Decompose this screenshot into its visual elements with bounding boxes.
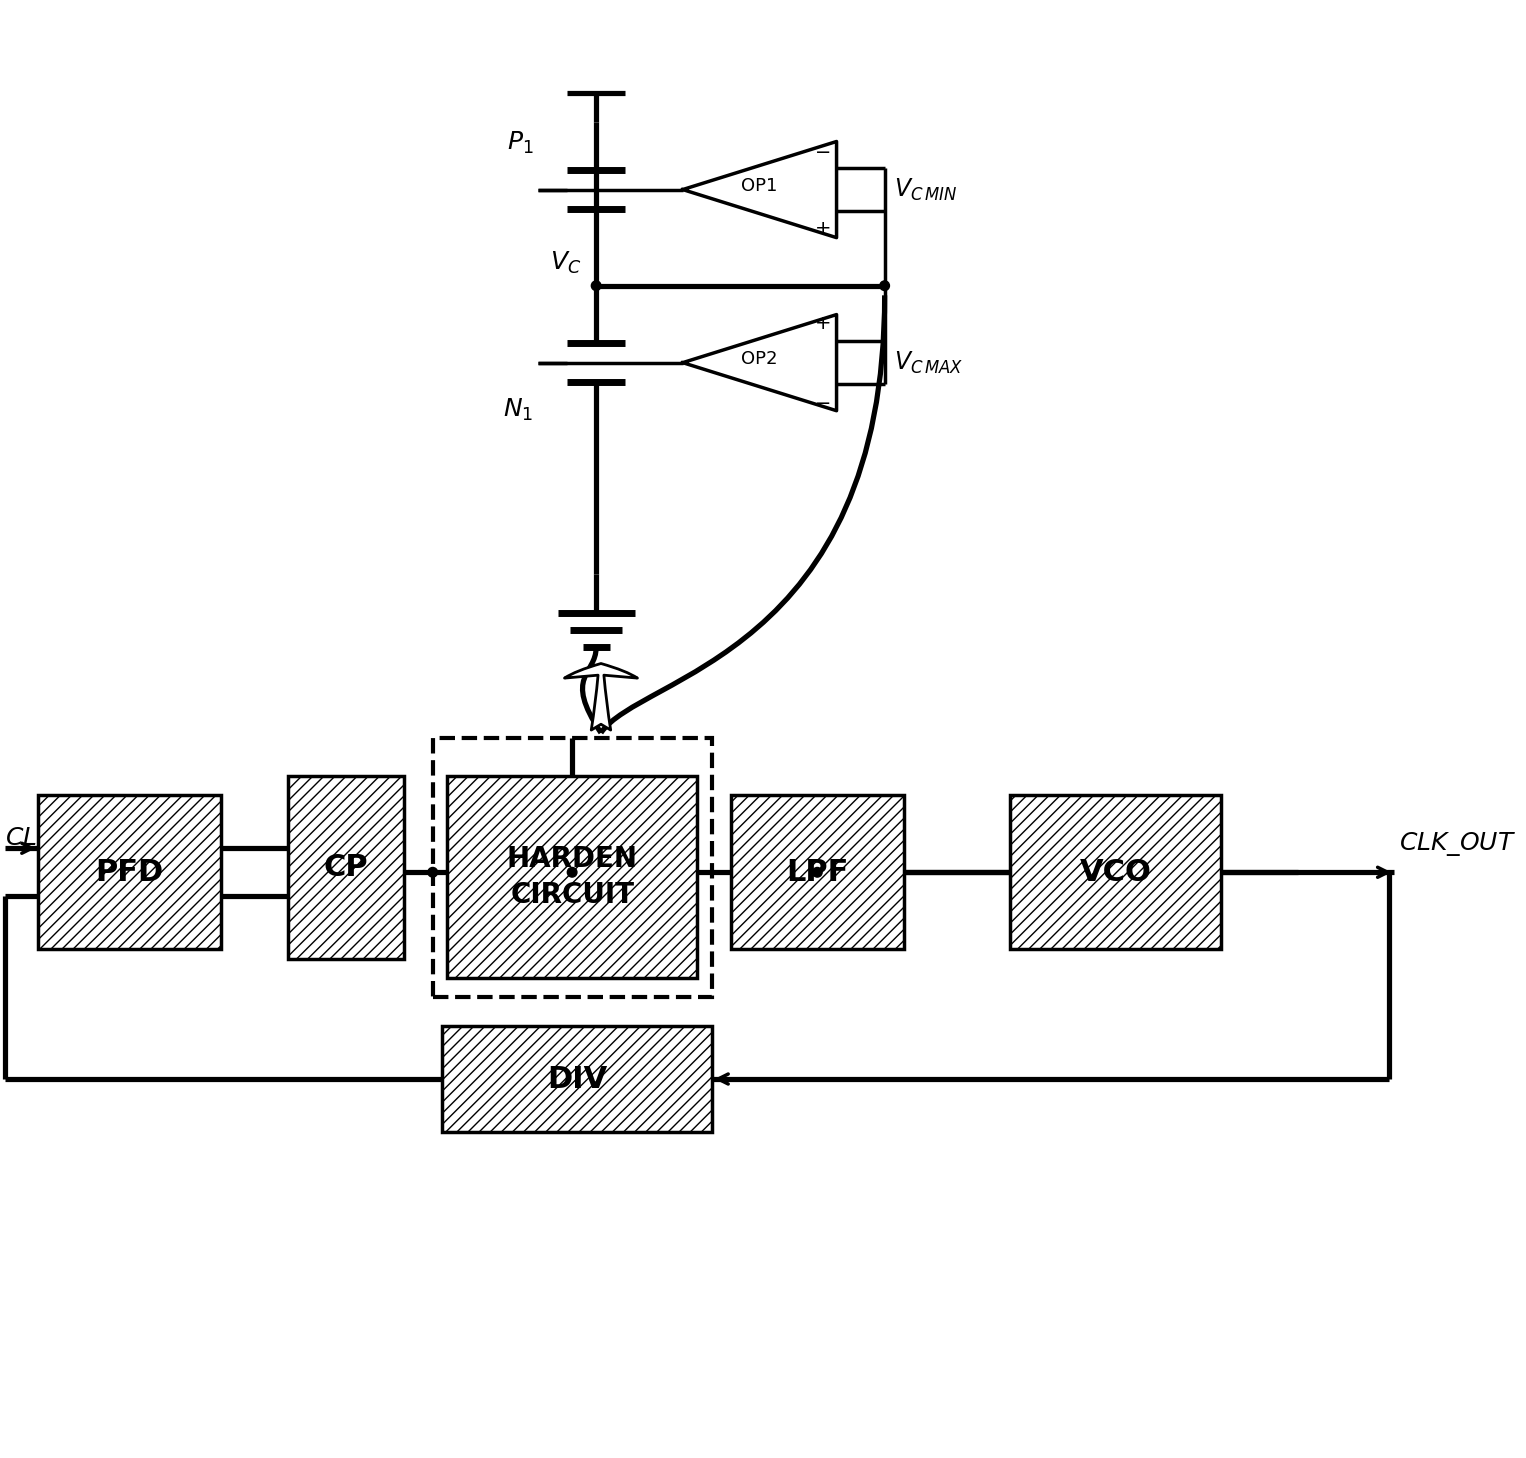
Polygon shape [682,141,836,238]
Text: LPF: LPF [786,857,848,886]
Text: PFD: PFD [96,857,163,886]
Circle shape [427,868,438,878]
Circle shape [812,868,823,878]
Circle shape [592,281,601,290]
Text: $+$: $+$ [813,315,830,334]
Text: VCO: VCO [1079,857,1151,886]
Text: $+$: $+$ [813,219,830,238]
Text: $V_C$: $V_C$ [551,249,581,276]
Polygon shape [682,315,836,411]
Bar [288,776,404,959]
Text: $V_C$: $V_C$ [845,831,876,857]
Bar [731,796,903,949]
Text: CP: CP [324,853,368,882]
Text: $P_1$: $P_1$ [507,130,534,156]
Text: $N_1$: $N_1$ [504,397,534,423]
Text: OP2: OP2 [742,350,778,367]
Text: $V_{C\,MIN}$: $V_{C\,MIN}$ [894,176,958,203]
Circle shape [568,868,577,878]
Circle shape [881,281,890,290]
Text: OP1: OP1 [742,176,778,195]
Bar [443,1026,711,1131]
Bar [38,796,221,949]
Bar [447,776,697,978]
Bar [1010,796,1221,949]
Text: $-$: $-$ [813,392,830,411]
Text: HARDEN
CIRCUIT: HARDEN CIRCUIT [507,844,638,910]
Text: $-$: $-$ [813,141,830,160]
Text: $V_{C\,MAX}$: $V_{C\,MAX}$ [894,350,964,376]
Bar [433,738,711,997]
Text: $CLK\_OUT$: $CLK\_OUT$ [1399,830,1517,857]
Text: $CLK\_REF$: $CLK\_REF$ [5,825,114,853]
Text: DIV: DIV [546,1064,607,1094]
